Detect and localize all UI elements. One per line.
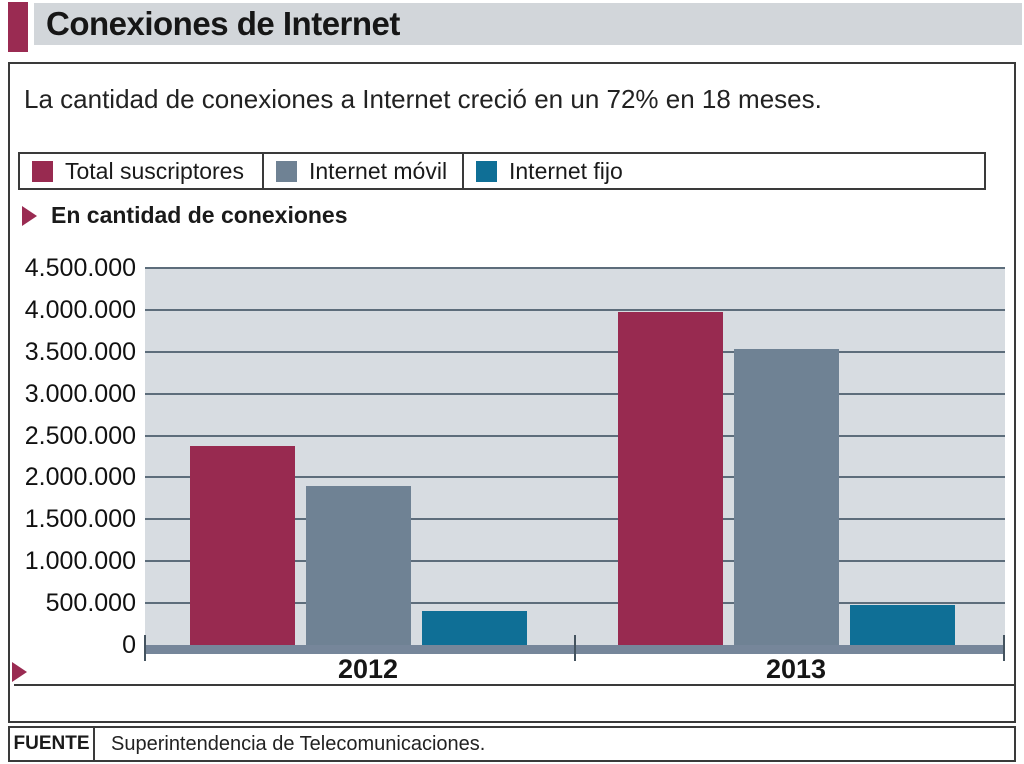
chart-subtitle: La cantidad de conexiones a Internet cre…: [24, 84, 822, 114]
gridline: [145, 560, 1005, 563]
y-axis-tick-label: 1.000.000: [24, 547, 136, 576]
legend-swatch-icon: [476, 160, 497, 182]
legend-item: Internet móvil: [264, 154, 464, 188]
x-axis-tick: [1003, 635, 1005, 661]
y-axis-tick-label: 2.000.000: [24, 463, 136, 492]
y-axis-tick-label: 3.000.000: [24, 379, 136, 408]
x-axis-label-2012: 2012: [337, 654, 399, 684]
bar-2012-internet-fijo: [422, 611, 527, 645]
gridline: [145, 308, 1005, 311]
y-axis-tick-label: 2.500.000: [24, 421, 136, 450]
bottom-rule: [14, 684, 1014, 686]
source-label: FUENTE: [10, 728, 95, 760]
arrow-bullet-icon: [12, 662, 27, 682]
legend-item: Total suscriptores: [20, 154, 264, 188]
legend: Total suscriptores Internet móvil Internet…: [18, 152, 986, 190]
gridline: [145, 392, 1005, 395]
gridline: [145, 602, 1005, 605]
gridline: [145, 267, 1005, 269]
y-axis-tick-label: 3.500.000: [24, 337, 136, 366]
bar-2013-total-suscriptores: [618, 312, 723, 645]
x-axis-label-2013: 2013: [765, 654, 827, 684]
arrow-bullet-icon: [22, 205, 37, 226]
x-axis-tick: [574, 635, 576, 661]
main-panel: La cantidad de conexiones a Internet cre…: [8, 62, 1016, 723]
source-box: FUENTE Superintendencia de Telecomunicac…: [8, 726, 1016, 762]
bar-2012-total-suscriptores: [190, 446, 295, 645]
y-axis-tick-label: 500.000: [45, 589, 136, 618]
gridline: [145, 434, 1005, 437]
y-axis-tick-label: 4.000.000: [24, 295, 136, 324]
x-axis-tick: [144, 635, 146, 661]
legend-item: Internet fijo: [464, 154, 984, 188]
legend-item-label: Internet móvil: [309, 157, 448, 184]
header-band: Conexiones de Internet: [34, 3, 1022, 45]
gridline: [145, 350, 1005, 353]
source-text: Superintendencia de Telecomunicaciones.: [111, 732, 486, 755]
y-axis-tick-label: 4.500.000: [24, 254, 136, 282]
legend-swatch-icon: [32, 160, 53, 182]
y-axis-tick-label: 1.500.000: [24, 505, 136, 534]
header-accent-block: [8, 2, 28, 52]
page-title: Conexiones de Internet: [46, 5, 400, 42]
section-label: En cantidad de conexiones: [22, 202, 348, 229]
bar-chart-plot-area: [145, 267, 1005, 645]
y-axis-tick-label: 0: [122, 631, 136, 659]
legend-item-label: Total suscriptores: [65, 157, 244, 184]
legend-item-label: Internet fijo: [509, 157, 623, 184]
section-label-text: En cantidad de conexiones: [51, 202, 348, 228]
bar-2013-internet-móvil: [734, 349, 839, 645]
bar-2012-internet-móvil: [306, 486, 411, 645]
legend-swatch-icon: [276, 160, 297, 182]
gridline: [145, 518, 1005, 521]
bar-2013-internet-fijo: [850, 605, 955, 645]
gridline: [145, 476, 1005, 479]
